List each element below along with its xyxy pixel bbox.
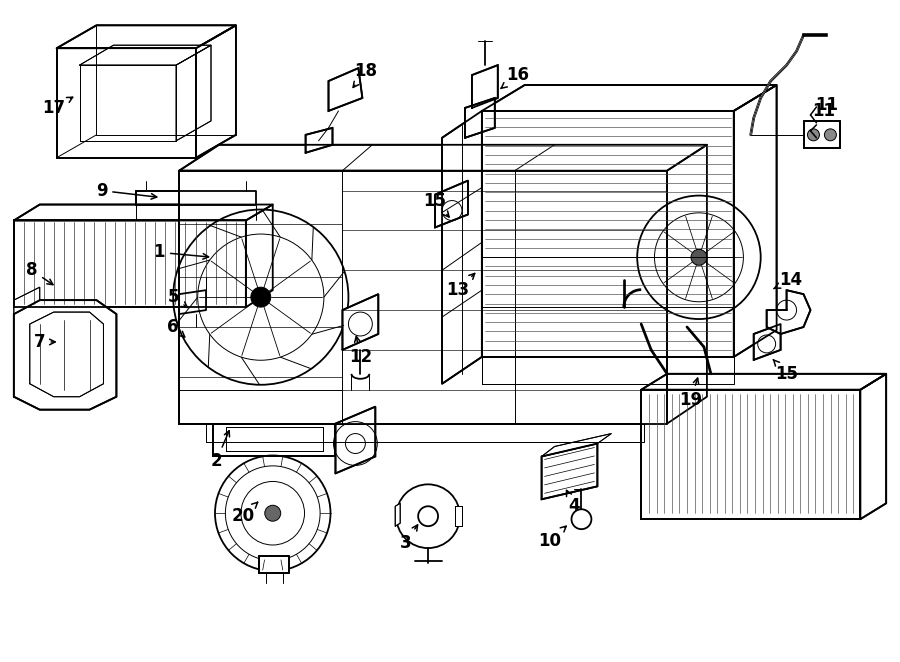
Text: 19: 19 xyxy=(680,378,703,408)
Polygon shape xyxy=(179,171,667,424)
Polygon shape xyxy=(306,128,332,153)
Polygon shape xyxy=(136,191,256,205)
Polygon shape xyxy=(176,45,211,141)
Circle shape xyxy=(824,129,836,141)
Polygon shape xyxy=(196,25,236,158)
Polygon shape xyxy=(753,324,780,360)
Text: 5: 5 xyxy=(167,288,187,307)
Polygon shape xyxy=(57,48,196,158)
Text: 1: 1 xyxy=(154,244,209,261)
Polygon shape xyxy=(328,68,363,111)
Polygon shape xyxy=(14,300,116,410)
Text: 15: 15 xyxy=(773,359,798,383)
Polygon shape xyxy=(455,506,462,526)
Polygon shape xyxy=(79,65,176,141)
Polygon shape xyxy=(804,121,841,148)
Text: 18: 18 xyxy=(353,62,377,87)
Circle shape xyxy=(691,250,707,265)
Polygon shape xyxy=(336,406,375,473)
Text: 7: 7 xyxy=(34,333,55,351)
Circle shape xyxy=(190,334,202,346)
Text: 8: 8 xyxy=(26,261,53,285)
Circle shape xyxy=(418,506,438,526)
Polygon shape xyxy=(435,181,468,228)
Text: 11: 11 xyxy=(812,102,835,120)
Circle shape xyxy=(807,129,819,141)
Polygon shape xyxy=(482,111,733,357)
Text: 16: 16 xyxy=(501,66,529,89)
Polygon shape xyxy=(641,390,860,519)
Circle shape xyxy=(251,287,271,307)
Polygon shape xyxy=(206,424,644,442)
Polygon shape xyxy=(465,98,495,138)
Polygon shape xyxy=(259,556,289,573)
Polygon shape xyxy=(641,374,886,390)
Polygon shape xyxy=(226,426,322,451)
Text: 2: 2 xyxy=(211,431,230,471)
Circle shape xyxy=(265,505,281,521)
Text: 12: 12 xyxy=(349,336,372,366)
Text: 17: 17 xyxy=(42,97,73,117)
Text: 15: 15 xyxy=(424,191,449,217)
Polygon shape xyxy=(542,434,611,457)
Text: 6: 6 xyxy=(167,318,184,337)
Polygon shape xyxy=(79,45,211,65)
Text: 4: 4 xyxy=(566,491,580,515)
Polygon shape xyxy=(482,85,777,111)
Text: 14: 14 xyxy=(774,271,802,289)
Polygon shape xyxy=(30,312,104,397)
Text: 11: 11 xyxy=(814,96,838,114)
Polygon shape xyxy=(213,424,336,457)
Polygon shape xyxy=(442,111,482,384)
Polygon shape xyxy=(179,145,707,171)
Polygon shape xyxy=(246,205,273,307)
Polygon shape xyxy=(395,503,400,526)
Polygon shape xyxy=(179,290,206,314)
Text: 9: 9 xyxy=(95,181,157,199)
Text: 3: 3 xyxy=(400,525,418,552)
Polygon shape xyxy=(57,25,236,48)
Text: 10: 10 xyxy=(538,526,566,550)
Polygon shape xyxy=(472,65,498,108)
Polygon shape xyxy=(860,374,886,519)
Polygon shape xyxy=(767,290,811,334)
Text: 20: 20 xyxy=(231,502,257,525)
Polygon shape xyxy=(734,85,777,357)
Polygon shape xyxy=(14,220,246,307)
Polygon shape xyxy=(542,444,598,499)
Text: 13: 13 xyxy=(446,273,474,299)
Polygon shape xyxy=(14,287,40,314)
Polygon shape xyxy=(667,145,706,424)
Polygon shape xyxy=(343,294,378,350)
Polygon shape xyxy=(14,205,273,220)
Polygon shape xyxy=(482,357,733,384)
